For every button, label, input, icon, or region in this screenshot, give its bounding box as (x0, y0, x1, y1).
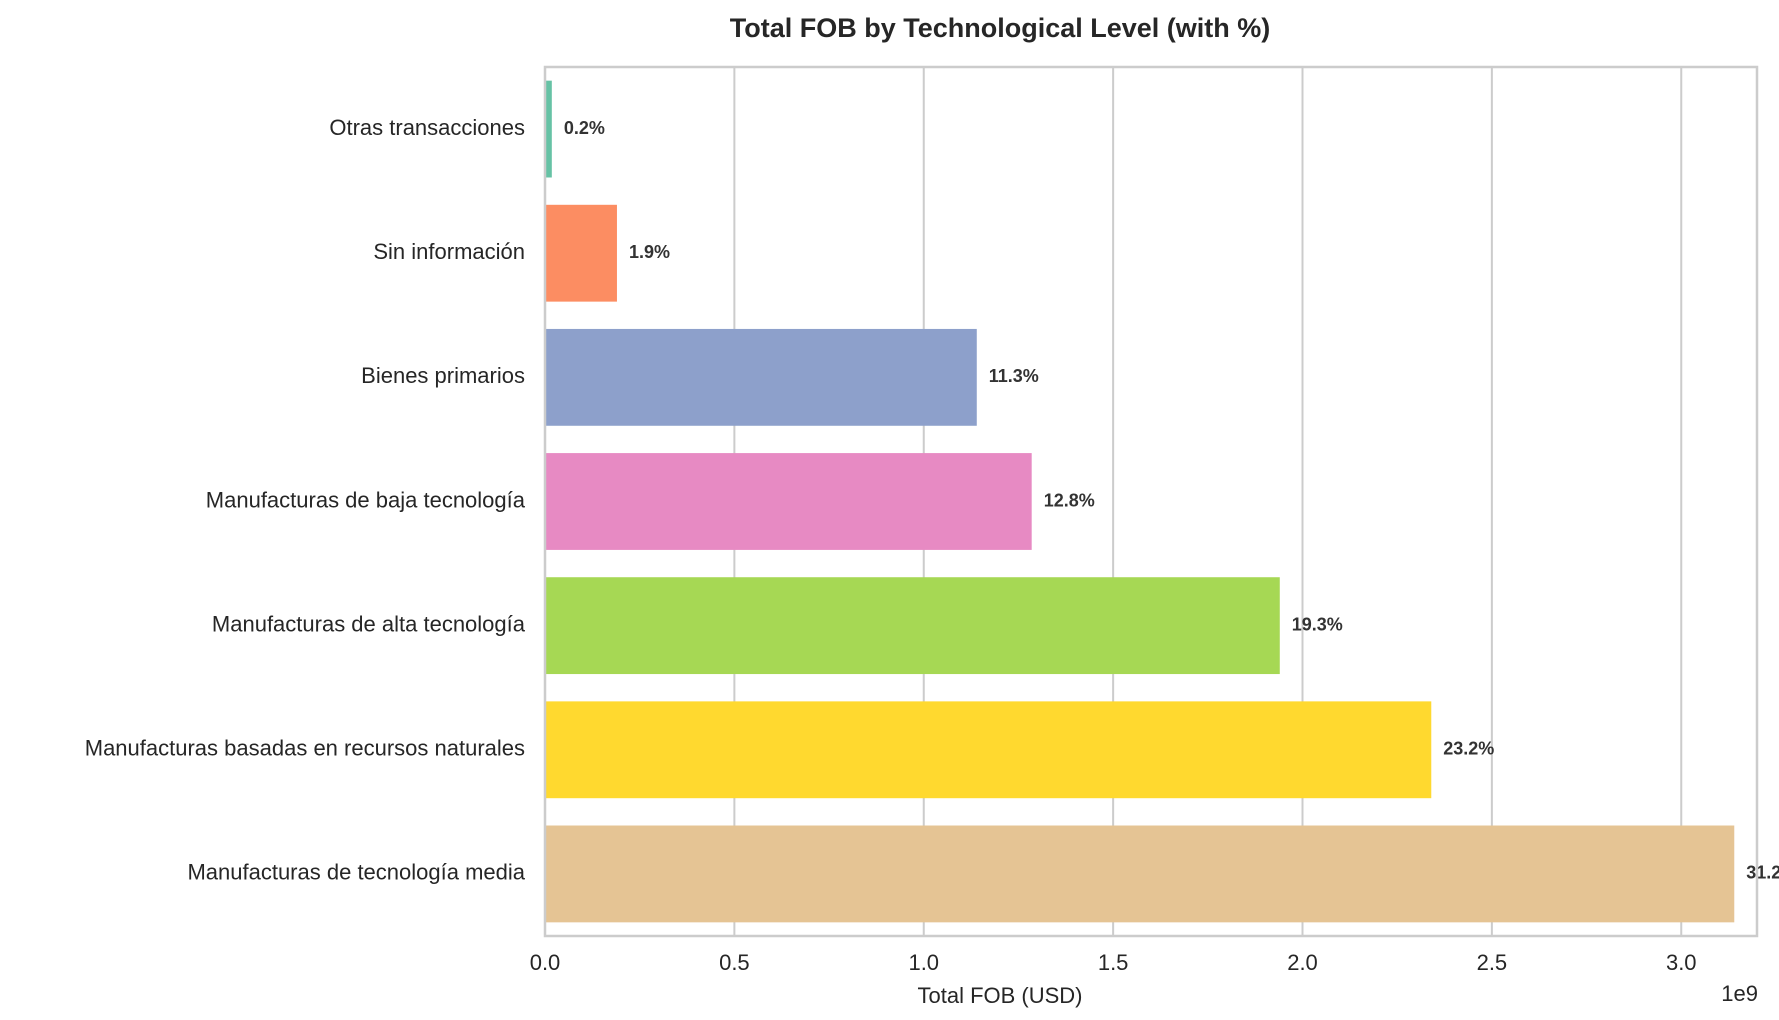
x-axis-label: Total FOB (USD) (917, 983, 1082, 1008)
x-tick-label: 2.0 (1287, 950, 1318, 975)
x-tick-label: 1.0 (908, 950, 939, 975)
y-tick-label: Manufacturas de baja tecnología (206, 487, 526, 512)
bar-percent-label: 19.3% (1292, 614, 1343, 634)
y-tick-labels: Otras transacciones Sin información Bienes… (85, 115, 526, 885)
bar (545, 453, 1032, 550)
bar (545, 80, 552, 178)
y-tick-label: Manufacturas basadas en recursos natural… (85, 736, 525, 761)
x-tick-label: 0.5 (719, 950, 750, 975)
y-tick-label: Otras transacciones (329, 115, 525, 140)
bar (545, 328, 977, 426)
bar (545, 577, 1280, 675)
chart-title: Total FOB by Technological Level (with %… (730, 13, 1271, 43)
bar-percent-label: 12.8% (1044, 490, 1095, 510)
x-tick-label: 2.5 (1477, 950, 1508, 975)
y-tick-label: Bienes primarios (361, 363, 525, 388)
bar (545, 825, 1735, 923)
y-tick-label: Sin información (373, 239, 525, 264)
plot-frame (543, 65, 1759, 938)
bar-percent-label: 23.2% (1443, 739, 1494, 759)
bar-percent-label: 0.2% (564, 118, 605, 138)
bars (545, 80, 1735, 923)
y-tick-label: Manufacturas de tecnología media (187, 860, 525, 885)
bar (545, 701, 1432, 799)
x-axis-scale-note: 1e9 (1721, 981, 1758, 1006)
x-tick-label: 0.0 (530, 950, 561, 975)
x-tick-labels: 0.0 0.5 1.0 1.5 2.0 2.5 3.0 (530, 950, 1697, 975)
x-tick-label: 1.5 (1098, 950, 1129, 975)
bar (545, 204, 617, 302)
x-tick-label: 3.0 (1666, 950, 1697, 975)
bar-percent-label: 1.9% (629, 242, 670, 262)
bar-percent-label: 11.3% (989, 366, 1039, 386)
data-labels: 0.2% 1.9% 11.3% 12.8% 19.3% 23.2% 31.2% (564, 118, 1779, 883)
bar-percent-label: 31.2% (1746, 863, 1779, 883)
y-tick-label: Manufacturas de alta tecnología (212, 611, 526, 636)
